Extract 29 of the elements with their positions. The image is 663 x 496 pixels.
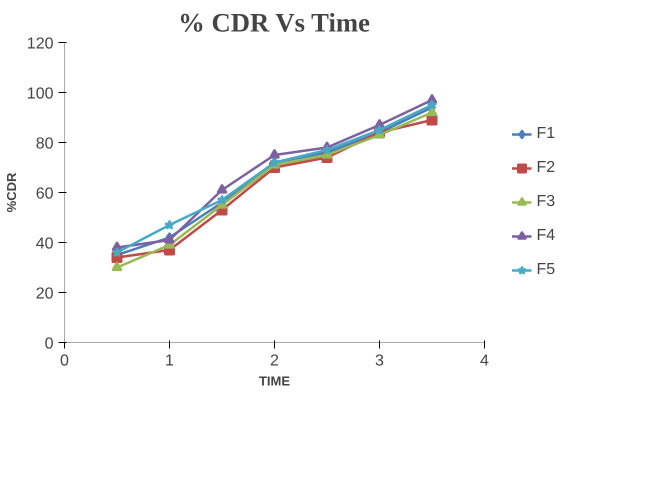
point (426, 100, 438, 110)
chart-title: % CDR Vs Time (178, 8, 370, 38)
y-tick-label: 60 (36, 186, 54, 202)
y-tick-label: 20 (36, 286, 54, 302)
x-tick-label: 3 (375, 352, 384, 370)
legend-label: F5 (536, 260, 556, 278)
point (216, 184, 228, 194)
legend-label: F1 (536, 124, 556, 142)
y-axis-title: %CDR (4, 172, 19, 212)
x-axis-title: TIME (258, 374, 290, 388)
y-tick-label: 80 (36, 136, 54, 152)
x-tick-label: 1 (165, 352, 174, 370)
point (112, 261, 122, 272)
point (164, 220, 175, 230)
x-tick-label: 2 (270, 352, 280, 370)
y-tick-label: 100 (26, 86, 54, 102)
x-tick-label: 0 (60, 352, 70, 370)
point (374, 124, 385, 135)
point (269, 148, 280, 159)
x-tick-label: 4 (480, 352, 490, 370)
legend-label: F4 (536, 226, 556, 244)
y-tick-label: 40 (36, 236, 54, 252)
y-tick-label: 0 (44, 336, 54, 352)
y-tick-label: 120 (26, 36, 54, 52)
legend-label: F2 (536, 158, 556, 176)
point (216, 194, 228, 205)
point (322, 144, 332, 155)
legend-label: F3 (536, 192, 556, 210)
point (112, 247, 122, 258)
